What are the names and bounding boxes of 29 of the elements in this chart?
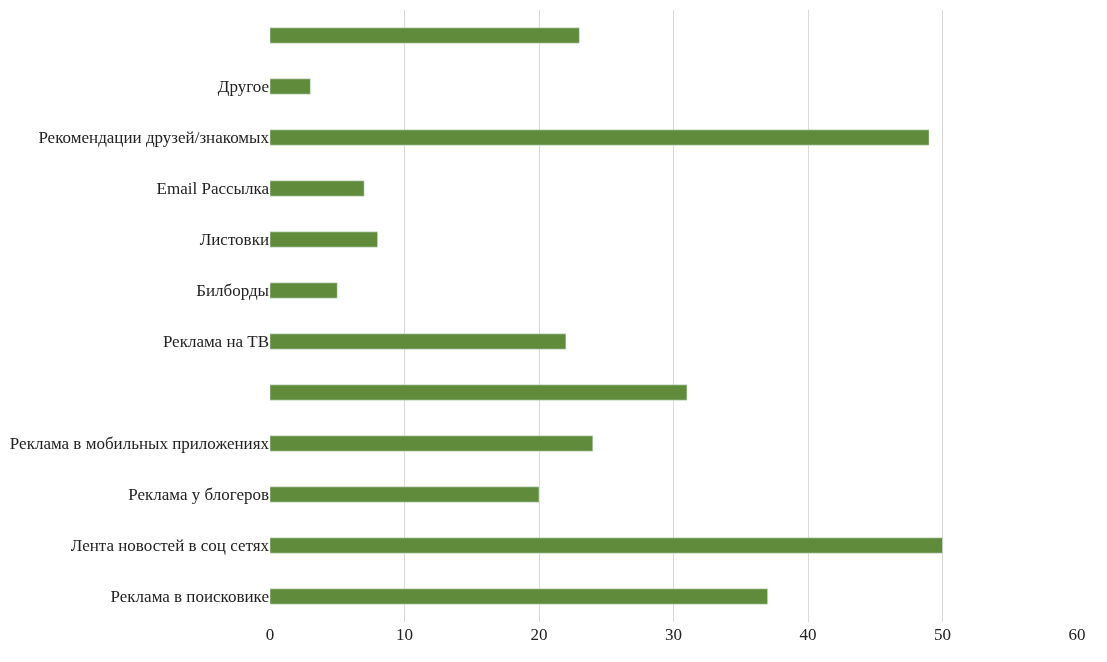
bar (270, 282, 338, 299)
bar (270, 333, 567, 350)
x-tick-label: 10 (396, 625, 413, 644)
bar (270, 384, 688, 401)
y-tick-label: Email Рассылка (156, 179, 270, 199)
bar (270, 180, 365, 197)
x-tick-label: 20 (530, 625, 548, 644)
bar (270, 537, 943, 554)
bar (270, 27, 580, 44)
y-tick-label: Реклама на ТВ (162, 332, 269, 352)
bar (270, 231, 378, 248)
bar (270, 486, 540, 503)
x-tick-label: 30 (665, 625, 682, 644)
y-tick-label: Билборды (196, 281, 270, 301)
x-tick-label: 0 (265, 625, 275, 644)
y-tick-label: Другое (217, 77, 269, 97)
x-tick-label: 60 (1068, 625, 1086, 644)
y-tick-label: Реклама в поисковике (110, 587, 269, 607)
bar (270, 129, 930, 146)
y-tick-label: Реклама в мобильных приложениях (9, 434, 270, 454)
x-tick-label: 40 (799, 625, 817, 644)
bar (270, 588, 768, 605)
bar (270, 78, 311, 95)
bar (270, 435, 594, 452)
y-tick-label: Рекомендации друзей/знакомых (38, 128, 270, 148)
y-tick-label: Лента новостей в соц сетях (70, 536, 270, 556)
y-tick-label: Листовки (199, 230, 269, 250)
y-tick-label: Реклама у блогеров (128, 485, 269, 505)
x-tick-label: 50 (934, 625, 951, 644)
